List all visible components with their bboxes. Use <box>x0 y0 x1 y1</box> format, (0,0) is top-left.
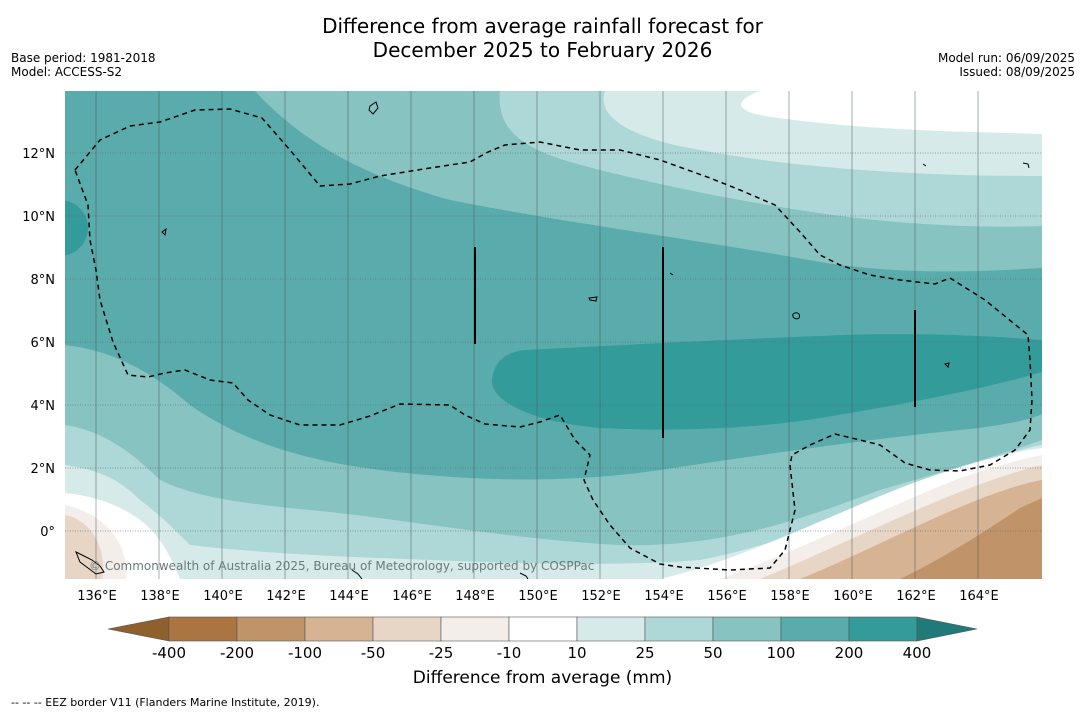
lon-label-150e: 150°E <box>518 589 558 604</box>
lon-label-140e: 140°E <box>203 589 243 604</box>
lon-label-154e: 154°E <box>644 589 684 604</box>
title-line-2: December 2025 to February 2026 <box>372 38 713 62</box>
lon-label-144e: 144°E <box>329 589 369 604</box>
colorbar-swatch-100 <box>780 616 850 642</box>
islands <box>75 101 1030 579</box>
model-text: Model: ACCESS-S2 <box>11 65 123 79</box>
band-minus200-minus100-se <box>900 498 1042 579</box>
meta-right: Model run: 06/09/2025 Issued: 08/09/2025 <box>938 51 1075 79</box>
colorbar-swatch-25 <box>644 616 714 642</box>
chart-title: Difference from average rainfall forecas… <box>0 14 1085 62</box>
cb-label-50: 50 <box>703 644 723 662</box>
eez-border <box>74 108 1033 571</box>
lon-label-164e: 164°E <box>959 589 999 604</box>
cb-label-200: 200 <box>834 644 864 662</box>
lon-label-160e: 160°E <box>833 589 873 604</box>
copyright-text: © Commonwealth of Australia 2025, Bureau… <box>89 559 594 573</box>
lat-label-12n: 12°N <box>22 147 55 162</box>
graticule <box>65 152 1042 532</box>
cb-label-minus25: -25 <box>428 644 454 662</box>
lon-label-138e: 138°E <box>140 589 180 604</box>
lon-label-158e: 158°E <box>770 589 810 604</box>
cb-label-minus400: -400 <box>151 644 187 662</box>
lon-label-162e: 162°E <box>896 589 936 604</box>
cb-label-25: 25 <box>635 644 655 662</box>
band-neutral-north <box>741 91 1042 134</box>
lat-label-0: 0° <box>40 525 55 540</box>
lon-label-156e: 156°E <box>707 589 747 604</box>
title-line-1: Difference from average rainfall forecas… <box>322 14 763 38</box>
cb-label-minus100: -100 <box>287 644 323 662</box>
lat-label-4n: 4°N <box>31 399 56 414</box>
lon-label-152e: 152°E <box>581 589 621 604</box>
cb-label-minus200: -200 <box>219 644 255 662</box>
colorbar-swatch-minus100 <box>304 616 374 642</box>
colorbar-swatch-neutral <box>508 616 578 642</box>
cb-label-10: 10 <box>567 644 587 662</box>
issued-text: Issued: 08/09/2025 <box>959 65 1075 79</box>
cb-label-100: 100 <box>766 644 796 662</box>
lon-label-146e: 146°E <box>392 589 432 604</box>
band-200-400-centre <box>491 334 1042 430</box>
lon-label-148e: 148°E <box>455 589 495 604</box>
colorbar-extend-low <box>107 616 170 642</box>
colorbar-title: Difference from average (mm) <box>412 668 673 688</box>
lon-label-136e: 136°E <box>77 589 117 604</box>
longitude-labels: 136°E 138°E 140°E 142°E 144°E 146°E 148°… <box>77 589 999 604</box>
cb-label-minus50: -50 <box>360 644 386 662</box>
cb-label-400: 400 <box>902 644 932 662</box>
colorbar-swatch-minus400 <box>168 616 238 642</box>
latitude-labels: 12°N 10°N 8°N 6°N 4°N 2°N 0° <box>22 147 55 540</box>
band-200-400-west <box>65 200 88 256</box>
eez-footnote: -- -- -- EEZ border V11 (Flanders Marine… <box>11 696 320 709</box>
lat-label-2n: 2°N <box>31 462 56 477</box>
lat-label-6n: 6°N <box>31 336 56 351</box>
forecast-map: © Commonwealth of Australia 2025, Bureau… <box>65 91 1042 579</box>
colorbar <box>107 616 978 642</box>
colorbar-extend-high <box>916 616 978 642</box>
base-period-text: Base period: 1981-2018 <box>11 51 156 65</box>
band-minus50-minus25-sw <box>65 515 104 579</box>
lon-label-142e: 142°E <box>266 589 306 604</box>
meta-left: Base period: 1981-2018 Model: ACCESS-S2 <box>11 51 156 79</box>
lat-label-10n: 10°N <box>22 210 55 225</box>
colorbar-labels: -400 -200 -100 -50 -25 -10 10 25 50 100 … <box>0 644 1085 664</box>
cb-label-minus10: -10 <box>496 644 522 662</box>
colorbar-swatch-minus50 <box>372 616 442 642</box>
lat-label-8n: 8°N <box>31 273 56 288</box>
colorbar-swatch-minus25 <box>440 616 510 642</box>
colorbar-swatch-minus200 <box>236 616 306 642</box>
colorbar-swatch-10 <box>576 616 646 642</box>
colorbar-swatch-50 <box>712 616 782 642</box>
colorbar-swatch-200 <box>848 616 918 642</box>
model-run-text: Model run: 06/09/2025 <box>937 51 1075 65</box>
